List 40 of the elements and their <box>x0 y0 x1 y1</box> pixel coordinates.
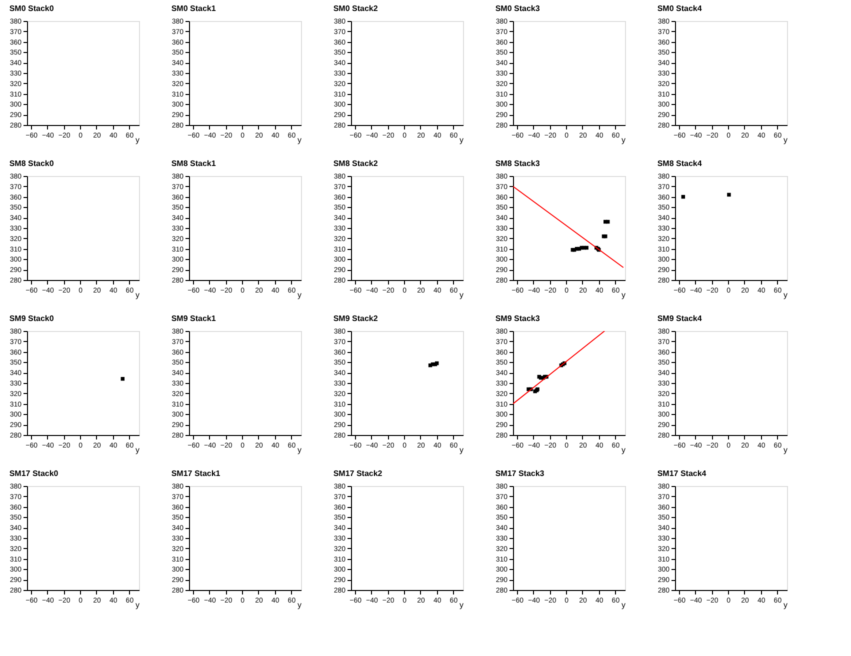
chart-title: SM8 Stack3 <box>495 159 540 168</box>
x-axis-title: y <box>622 290 626 300</box>
chart-title: SM17 Stack3 <box>495 469 545 478</box>
x-axis-title: y <box>622 600 626 610</box>
x-axis-title: y <box>136 290 140 300</box>
x-axis-title: y <box>784 136 788 144</box>
x-axis-title: y <box>298 446 302 454</box>
x-axis-title: y <box>622 136 626 144</box>
x-axis-title: y <box>298 600 302 610</box>
x-axis-title: y <box>622 446 626 454</box>
chart-title: SM0 Stack4 <box>657 4 702 13</box>
x-axis-title: y <box>460 136 464 144</box>
x-axis-title: y <box>784 600 788 610</box>
x-axis-title: y <box>460 600 464 610</box>
chart-title: SM17 Stack0 <box>9 469 59 478</box>
x-axis-title: y <box>136 446 140 454</box>
chart-title: SM8 Stack2 <box>333 159 378 168</box>
x-axis-title: y <box>784 290 788 300</box>
chart-title: SM9 Stack4 <box>657 314 702 323</box>
chart-title: SM0 Stack3 <box>495 4 540 13</box>
chart-title: SM8 Stack0 <box>9 159 54 168</box>
chart-title: SM8 Stack1 <box>171 159 216 168</box>
x-axis-title: y <box>136 600 140 610</box>
chart-title: SM17 Stack2 <box>333 469 383 478</box>
chart-title: SM17 Stack1 <box>171 469 221 478</box>
chart-title: SM9 Stack3 <box>495 314 540 323</box>
x-axis-title: y <box>784 446 788 454</box>
x-axis-title: y <box>298 136 302 144</box>
x-axis-title: y <box>460 290 464 300</box>
x-axis-title: y <box>460 446 464 454</box>
chart-title: SM0 Stack0 <box>9 4 54 13</box>
x-axis-title: y <box>298 290 302 300</box>
chart-title: SM9 Stack0 <box>9 314 54 323</box>
chart-title: SM8 Stack4 <box>657 159 702 168</box>
chart-title: SM17 Stack4 <box>657 469 707 478</box>
x-axis-title: y <box>136 136 140 144</box>
chart-title: SM9 Stack1 <box>171 314 216 323</box>
chart-title: SM0 Stack1 <box>171 4 216 13</box>
chart-title: SM0 Stack2 <box>333 4 378 13</box>
chart-title: SM9 Stack2 <box>333 314 378 323</box>
